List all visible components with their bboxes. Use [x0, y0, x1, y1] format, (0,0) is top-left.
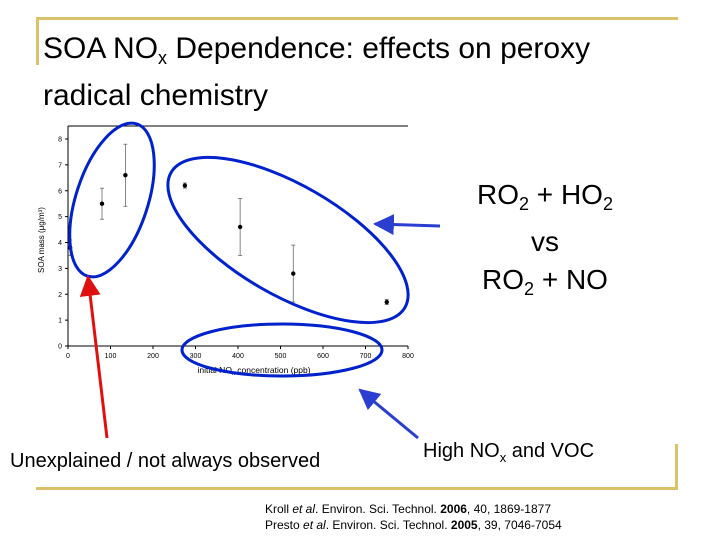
chart-y-axis-label: SOA mass (μg/m³)	[37, 207, 46, 273]
arrow-to-unexplained-region	[79, 274, 109, 439]
title-part2: Dependence: effects on peroxy radical ch…	[43, 32, 591, 112]
arrow-to-high-nox-region	[358, 388, 419, 440]
chart-ticks: 0 100 200 300 400 500 600 700 800 0 1 2 3 4 5 6 7 8	[58, 137, 414, 361]
title-rule-top	[36, 17, 678, 20]
title-subscript: x	[158, 48, 168, 68]
slide-title: SOA NOx Dependence: effects on peroxy ra…	[43, 30, 683, 115]
title-rule-left	[36, 17, 39, 65]
low-nox-ellipse	[68, 121, 156, 279]
high-nox-ellipse	[180, 322, 384, 378]
y-tick-label: 3	[58, 266, 62, 273]
x-tick-label: 100	[105, 353, 117, 360]
data-point	[99, 201, 105, 206]
y-tick-label: 6	[58, 188, 62, 195]
reference-2: Presto et al. Environ. Sci. Technol. 200…	[265, 518, 562, 532]
x-tick-label: 500	[275, 353, 287, 360]
x-tick-label: 300	[190, 353, 202, 360]
footer-rule-right	[675, 444, 678, 490]
y-tick-label: 0	[58, 344, 62, 351]
high-nox-voc-label: High NOx and VOC	[423, 440, 595, 465]
data-point	[384, 299, 389, 305]
data-point	[291, 271, 296, 276]
footer-rule-bottom	[36, 487, 678, 490]
x-tick-label: 700	[360, 353, 372, 360]
reaction-line-1: RO2 + HO2	[477, 179, 613, 214]
y-tick-label: 5	[58, 214, 62, 221]
x-tick-label: 200	[147, 353, 159, 360]
y-tick-label: 8	[58, 137, 62, 144]
unexplained-label: Unexplained / not always observed	[10, 450, 321, 472]
title-part1: SOA NO	[43, 32, 159, 65]
y-tick-label: 7	[58, 162, 62, 169]
x-tick-label: 800	[402, 353, 414, 360]
y-tick-label: 2	[58, 292, 62, 299]
data-point	[182, 183, 188, 188]
x-tick-label: 400	[232, 353, 244, 360]
x-tick-label: 0	[66, 353, 70, 360]
reaction-line-3: RO2 + NO	[482, 264, 608, 299]
reference-1: Kroll et al. Environ. Sci. Technol. 2006…	[265, 502, 551, 516]
y-tick-label: 1	[58, 318, 62, 325]
reaction-line-2: vs	[531, 226, 559, 257]
peroxy-reaction-label: RO2 + HO2 vs RO2 + NO	[440, 176, 650, 308]
data-point	[123, 173, 128, 178]
mid-nox-ellipse	[166, 155, 410, 325]
data-point	[237, 224, 243, 230]
y-tick-label: 4	[58, 240, 62, 247]
x-tick-label: 600	[317, 353, 329, 360]
arrow-to-peroxy-region	[372, 214, 441, 236]
references: Kroll et al. Environ. Sci. Technol. 2006…	[265, 501, 562, 533]
